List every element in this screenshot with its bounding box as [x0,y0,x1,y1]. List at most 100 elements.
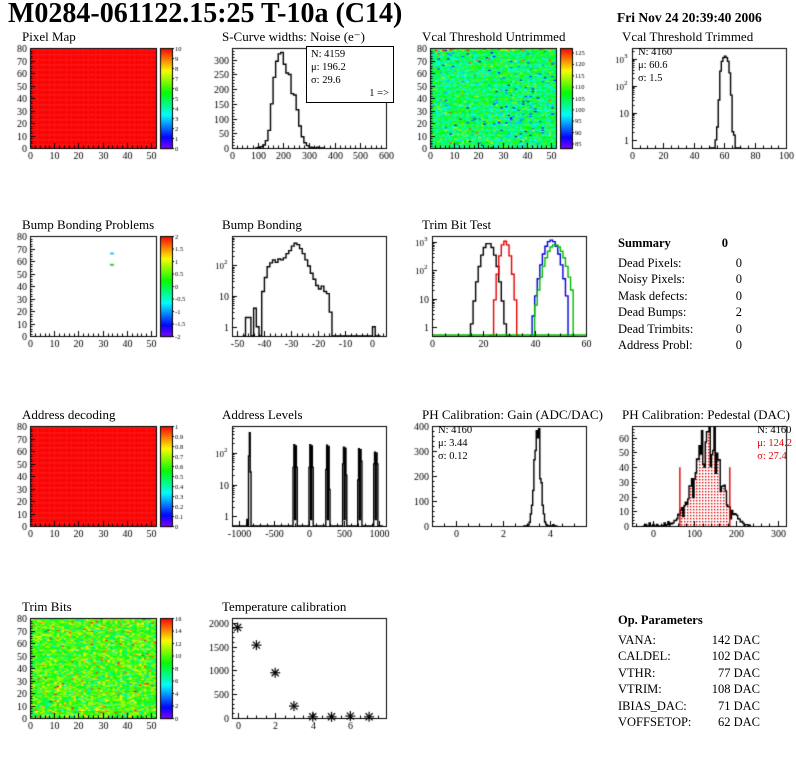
chart-title: Bump Bonding [222,217,302,232]
summary-value: 0 [735,255,742,270]
stats-entries: N: 4160 [438,425,473,436]
chart-title: S-Curve widths: Noise (e⁻) [222,29,365,44]
op-parameter-value: 71 DAC [717,698,760,713]
chart-title: Address Levels [222,407,303,422]
ph-pedestal-panel: PH Calibration: Pedestal (DAC) N: 4160 μ… [600,408,796,546]
address-levels-canvas [200,422,396,546]
summary-label: Dead Trimbits: [618,321,694,336]
stats-sigma: σ: 0.12 [438,451,468,462]
chart-title: Pixel Map [22,29,76,44]
temperature-calibration-canvas [200,614,396,738]
summary-value: 0 [735,272,742,286]
trim-bits-canvas [0,614,196,738]
op-parameter-row: VTHR: 77 DAC [618,665,760,682]
summary-row: Mask defects: 0 [618,288,742,305]
scurve-noise-panel: S-Curve widths: Noise (e⁻) N: 4159 μ: 19… [200,30,400,168]
ph-pedestal-canvas [600,422,796,546]
op-parameter-label: CALDEL: [618,649,671,663]
summary-row: Dead Trimbits: 0 [618,321,742,338]
summary-row: Dead Pixels: 0 [618,255,742,272]
op-parameters-panel: Op. Parameters VANA: 142 DAC CALDEL: 102 D… [618,612,760,731]
summary-value: 0 [735,338,742,352]
summary-label: Dead Pixels: [618,255,682,270]
summary-panel: Summary 0 Dead Pixels: 0 Noisy Pixels: 0 M… [618,235,742,354]
chart-title: Trim Bit Test [422,217,492,232]
op-parameter-row: VANA: 142 DAC [618,632,760,649]
stats-entries: N: 4160 [638,47,673,58]
summary-header: Summary 0 [618,235,742,252]
pixel-map-panel: Pixel Map [0,30,200,168]
address-levels-panel: Address Levels [200,408,400,546]
stats-entries: N: 4159 [311,49,346,60]
stats-box: N: 4160 μ: 3.44 σ: 0.12 [438,424,472,463]
op-parameter-value: 108 DAC [711,682,760,696]
address-decoding-canvas [0,422,196,546]
op-parameter-value: 62 DAC [717,715,760,729]
summary-value: 2 [735,305,742,319]
chart-title: Bump Bonding Problems [22,217,155,232]
summary-label: Mask defects: [618,288,688,303]
stats-entries: N: 4160 [757,425,792,436]
summary-row: Address Probl: 0 [618,337,742,354]
stats-sigma: σ: 27.4 [757,451,787,462]
stats-box: N: 4159 μ: 196.2 σ: 29.6 1 => [306,46,394,103]
op-parameter-row: VOFFSETOP: 62 DAC [618,714,760,731]
chart-title: PH Calibration: Gain (ADC/DAC) [422,407,603,422]
bump-bonding-canvas [200,232,396,356]
vcal-untrimmed-panel: Vcal Threshold Untrimmed [400,30,600,168]
op-parameter-label: VTHR: [618,665,656,680]
vcal-untrimmed-canvas [400,44,596,168]
temperature-calibration-panel: Temperature calibration [200,600,400,738]
op-parameter-value: 77 DAC [717,665,760,680]
chart-title: Address decoding [22,407,116,422]
stats-box: N: 4160 μ: 124.2 σ: 27.4 [757,424,792,463]
summary-label: Address Probl: [618,338,693,352]
stats-mean: μ: 3.44 [438,438,468,449]
op-parameter-label: VOFFSETOP: [618,715,692,729]
stats-box: N: 4160 μ: 60.6 σ: 1.5 [638,46,672,85]
op-parameter-label: IBIAS_DAC: [618,698,687,713]
pixel-map-canvas [0,44,196,168]
op-parameters-title: Op. Parameters [618,613,703,627]
stats-mean: μ: 196.2 [311,62,346,73]
page-title: M0284-061122.15:25 T-10a (C14) [8,0,403,29]
chart-title: Temperature calibration [222,599,347,614]
stats-mean: μ: 124.2 [757,438,792,449]
stats-overflow: 1 => [369,88,389,99]
op-parameter-row: IBIAS_DAC: 71 DAC [618,698,760,715]
chart-title: PH Calibration: Pedestal (DAC) [622,407,790,422]
summary-total: 0 [721,236,728,250]
op-parameter-row: CALDEL: 102 DAC [618,648,760,665]
op-parameters-header: Op. Parameters [618,612,760,629]
trim-bit-test-canvas [400,232,596,356]
summary-title: Summary [618,236,671,250]
op-parameter-row: VTRIM: 108 DAC [618,681,760,698]
bump-problems-canvas [0,232,196,356]
vcal-trimmed-canvas [600,44,796,168]
summary-row: Noisy Pixels: 0 [618,271,742,288]
bump-bonding-panel: Bump Bonding [200,218,400,356]
summary-value: 0 [735,321,742,336]
bump-problems-panel: Bump Bonding Problems [0,218,200,356]
ph-gain-canvas [400,422,596,546]
ph-gain-panel: PH Calibration: Gain (ADC/DAC) N: 4160 μ… [400,407,603,546]
summary-value: 0 [735,288,742,303]
vcal-trimmed-panel: Vcal Threshold Trimmed N: 4160 μ: 60.6 σ… [600,30,796,168]
summary-label: Dead Bumps: [618,305,687,319]
stats-sigma: σ: 29.6 [311,75,341,86]
op-parameter-label: VANA: [618,632,656,647]
stats-sigma: σ: 1.5 [638,73,663,84]
trim-bits-panel: Trim Bits [0,600,200,738]
chart-title: Vcal Threshold Untrimmed [422,29,566,44]
op-parameter-value: 102 DAC [711,649,760,663]
chart-title: Trim Bits [22,599,72,614]
chart-title: Vcal Threshold Trimmed [622,29,754,44]
op-parameter-value: 142 DAC [711,632,760,647]
stats-mean: μ: 60.6 [638,60,668,71]
summary-row: Dead Bumps: 2 [618,304,742,321]
summary-label: Noisy Pixels: [618,272,686,286]
address-decoding-panel: Address decoding [0,408,200,546]
timestamp: Fri Nov 24 20:39:40 2006 [617,10,762,25]
trim-bit-test-panel: Trim Bit Test [400,218,600,356]
